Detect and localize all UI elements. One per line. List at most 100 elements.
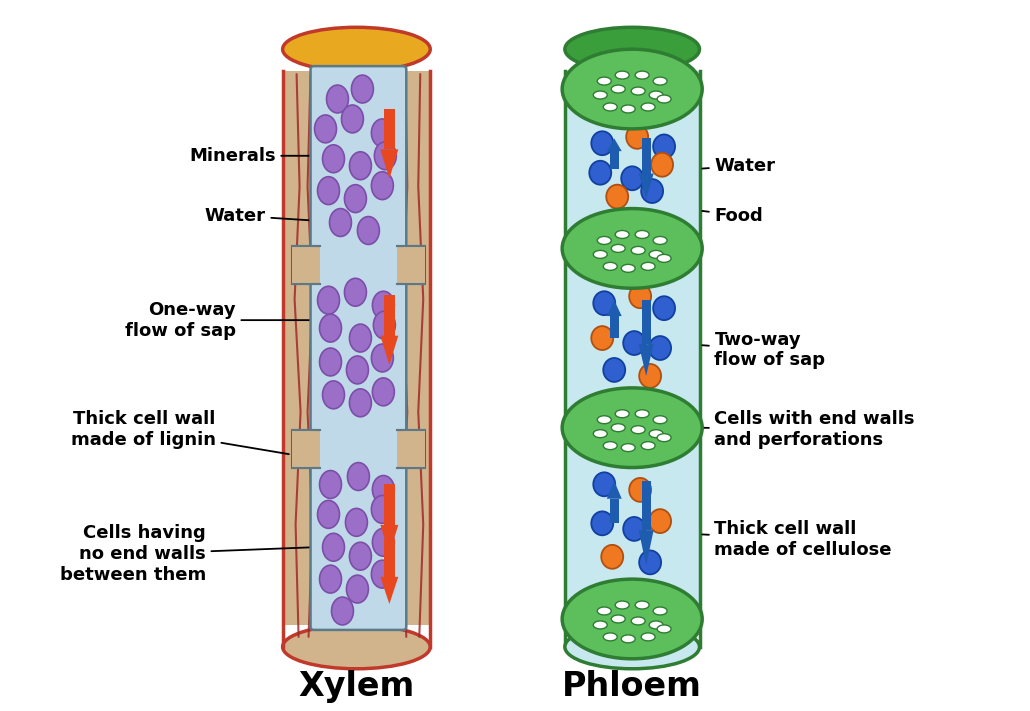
Ellipse shape [615,601,629,609]
Bar [384,109,394,149]
Ellipse shape [593,621,608,629]
Bar [282,71,431,625]
Ellipse shape [319,471,342,498]
Ellipse shape [282,625,431,669]
Ellipse shape [636,230,649,238]
Ellipse shape [345,508,368,536]
Ellipse shape [593,292,615,315]
Polygon shape [639,344,654,376]
Ellipse shape [649,509,672,533]
Text: Water: Water [702,156,776,175]
Ellipse shape [621,635,636,643]
Text: Water: Water [205,207,311,225]
Ellipse shape [636,410,649,418]
Bar [610,498,619,523]
Ellipse shape [562,49,702,129]
Ellipse shape [373,378,394,406]
Bar [384,539,394,577]
Ellipse shape [657,625,672,633]
Ellipse shape [372,496,393,523]
Ellipse shape [349,324,372,352]
Bar [319,245,398,287]
FancyBboxPatch shape [311,66,406,250]
Ellipse shape [349,542,372,570]
Ellipse shape [636,71,649,79]
Ellipse shape [623,331,645,355]
Ellipse shape [641,633,655,641]
Ellipse shape [615,230,629,238]
Ellipse shape [604,633,617,641]
Ellipse shape [653,134,675,159]
Polygon shape [639,173,654,199]
FancyBboxPatch shape [311,282,406,433]
Ellipse shape [319,565,342,593]
Ellipse shape [593,250,608,258]
Ellipse shape [562,388,702,468]
Ellipse shape [604,442,617,449]
Ellipse shape [649,250,663,258]
Ellipse shape [373,476,394,503]
Ellipse shape [621,105,636,113]
Ellipse shape [631,426,645,434]
Text: Minerals: Minerals [190,146,311,165]
Ellipse shape [657,95,672,103]
Ellipse shape [332,597,353,625]
Polygon shape [380,336,399,365]
Ellipse shape [615,410,629,418]
Ellipse shape [651,153,673,177]
Ellipse shape [319,348,342,376]
Ellipse shape [374,141,397,170]
Ellipse shape [317,177,340,205]
Ellipse shape [653,237,667,245]
Ellipse shape [604,262,617,270]
Ellipse shape [640,364,661,388]
Polygon shape [380,149,399,178]
Bar [384,484,394,525]
Bar [610,316,619,338]
Ellipse shape [597,607,611,615]
Bar [384,295,394,336]
Ellipse shape [629,284,651,308]
Text: Phloem: Phloem [561,670,701,703]
Ellipse shape [631,247,645,255]
Ellipse shape [623,517,645,541]
Ellipse shape [372,119,393,146]
Ellipse shape [562,579,702,659]
Text: Cells having
no end walls
between them: Cells having no end walls between them [60,525,311,584]
Ellipse shape [597,416,611,424]
Ellipse shape [319,314,342,342]
Bar [642,300,651,344]
Ellipse shape [657,434,672,442]
Ellipse shape [372,344,393,372]
Polygon shape [607,139,622,151]
Ellipse shape [621,444,636,451]
Ellipse shape [653,416,667,424]
Bar [642,139,651,173]
Ellipse shape [346,356,369,384]
Ellipse shape [649,336,672,360]
Ellipse shape [349,152,372,180]
Ellipse shape [330,208,351,237]
Bar [291,247,313,284]
Ellipse shape [591,132,613,155]
Ellipse shape [641,103,655,111]
Ellipse shape [597,237,611,245]
Ellipse shape [640,550,661,574]
Polygon shape [380,577,399,604]
Ellipse shape [351,75,374,103]
Ellipse shape [604,103,617,111]
Ellipse shape [342,105,364,133]
Ellipse shape [611,615,625,623]
Ellipse shape [631,617,645,625]
Ellipse shape [611,85,625,93]
Ellipse shape [347,463,370,491]
Ellipse shape [349,389,372,417]
Ellipse shape [346,575,369,603]
Ellipse shape [607,185,628,208]
Text: Thick cell wall
made of cellulose: Thick cell wall made of cellulose [702,520,892,559]
Ellipse shape [631,87,645,95]
Ellipse shape [593,472,615,496]
Text: One-way
flow of sap: One-way flow of sap [125,301,311,340]
Ellipse shape [621,166,643,191]
Polygon shape [607,300,622,316]
